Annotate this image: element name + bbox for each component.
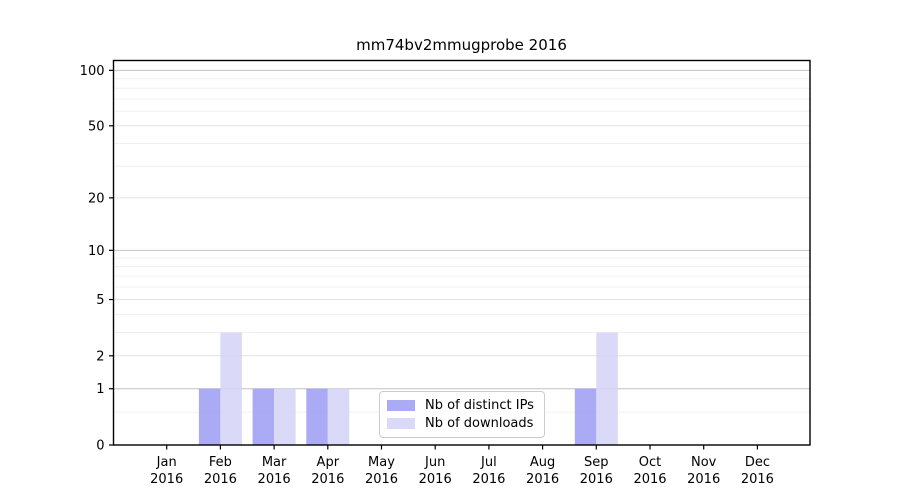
bar-feb-2016-series-0 — [198, 388, 221, 445]
bar-apr-2016-series-0 — [306, 388, 328, 445]
x-tick-label: Feb 2016 — [204, 455, 237, 487]
x-tick-label: Jan 2016 — [150, 455, 183, 487]
axes-spines — [112, 59, 811, 446]
legend-item-distinct-ips: Nb of distinct IPs — [387, 397, 536, 414]
x-tick-label: Aug 2016 — [526, 455, 559, 487]
y-tick-label: 2 — [96, 349, 104, 364]
x-tick-label: Apr 2016 — [311, 455, 344, 487]
bar-feb-2016-series-1 — [220, 332, 242, 445]
x-tick-label: Jun 2016 — [419, 455, 452, 487]
y-tick-label: 50 — [88, 119, 105, 134]
legend-swatch-downloads — [387, 417, 415, 429]
bar-apr-2016-series-1 — [327, 388, 350, 445]
y-tick-label: 0 — [96, 439, 104, 454]
x-tick-label: Nov 2016 — [687, 455, 720, 487]
y-tick-label: 20 — [88, 191, 105, 206]
bar-sep-2016-series-1 — [596, 332, 618, 445]
x-tick-label: Dec 2016 — [741, 455, 774, 487]
legend-swatch-distinct-ips — [387, 400, 415, 412]
y-tick-label: 10 — [88, 244, 105, 259]
x-tick-label: Jul 2016 — [472, 455, 505, 487]
legend: Nb of distinct IPs Nb of downloads — [379, 391, 545, 438]
x-tick-label: Sep 2016 — [580, 455, 613, 487]
bar-mar-2016-series-1 — [274, 388, 296, 445]
chart-title: mm74bv2mmugprobe 2016 — [356, 36, 567, 54]
x-tick-label: May 2016 — [365, 455, 398, 487]
y-tick-label: 1 — [96, 382, 104, 397]
bar-mar-2016-series-0 — [252, 388, 275, 445]
legend-item-downloads: Nb of downloads — [387, 415, 536, 432]
bar-sep-2016-series-0 — [574, 388, 597, 445]
y-tick-label: 5 — [96, 293, 104, 308]
x-tick-label: Oct 2016 — [633, 455, 666, 487]
x-tick-label: Mar 2016 — [258, 455, 291, 487]
y-tick-label: 100 — [80, 64, 105, 79]
legend-label-downloads: Nb of downloads — [425, 415, 534, 431]
legend-label-distinct-ips: Nb of distinct IPs — [425, 398, 534, 414]
